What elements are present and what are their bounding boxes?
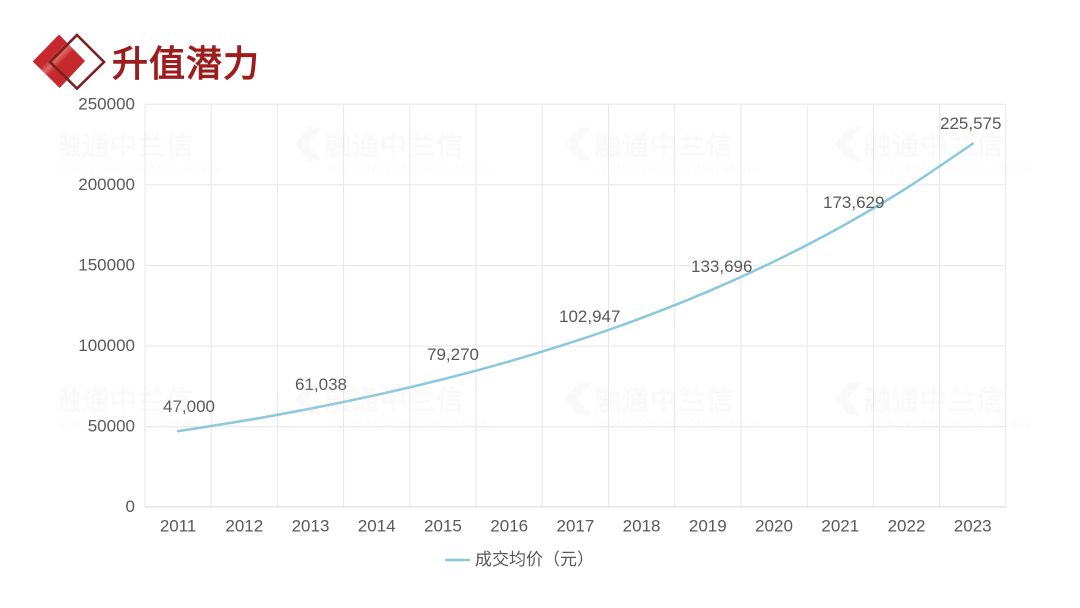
svg-text:250000: 250000 <box>78 98 135 113</box>
svg-text:150000: 150000 <box>78 256 135 275</box>
svg-text:200000: 200000 <box>78 175 135 194</box>
svg-text:100000: 100000 <box>78 336 135 355</box>
svg-text:2012: 2012 <box>225 517 263 536</box>
svg-text:0: 0 <box>126 497 135 516</box>
svg-text:2015: 2015 <box>424 517 462 536</box>
svg-text:2021: 2021 <box>821 517 859 536</box>
svg-text:2023: 2023 <box>954 517 992 536</box>
svg-text:2022: 2022 <box>888 517 926 536</box>
svg-text:47,000: 47,000 <box>163 397 215 416</box>
svg-text:61,038: 61,038 <box>295 375 347 394</box>
svg-text:173,629: 173,629 <box>823 193 884 212</box>
svg-text:2020: 2020 <box>755 517 793 536</box>
svg-text:2011: 2011 <box>160 517 197 536</box>
svg-text:50000: 50000 <box>88 417 135 436</box>
svg-text:225,575: 225,575 <box>940 114 1001 133</box>
svg-text:133,696: 133,696 <box>691 257 752 276</box>
svg-text:79,270: 79,270 <box>427 345 479 364</box>
svg-text:成交均价（元）: 成交均价（元） <box>475 550 594 568</box>
svg-text:2016: 2016 <box>490 517 528 536</box>
svg-text:2018: 2018 <box>623 517 661 536</box>
svg-text:2014: 2014 <box>358 517 396 536</box>
svg-text:2017: 2017 <box>556 517 594 536</box>
svg-text:2019: 2019 <box>689 517 727 536</box>
svg-text:2013: 2013 <box>292 517 330 536</box>
svg-text:102,947: 102,947 <box>559 307 620 326</box>
